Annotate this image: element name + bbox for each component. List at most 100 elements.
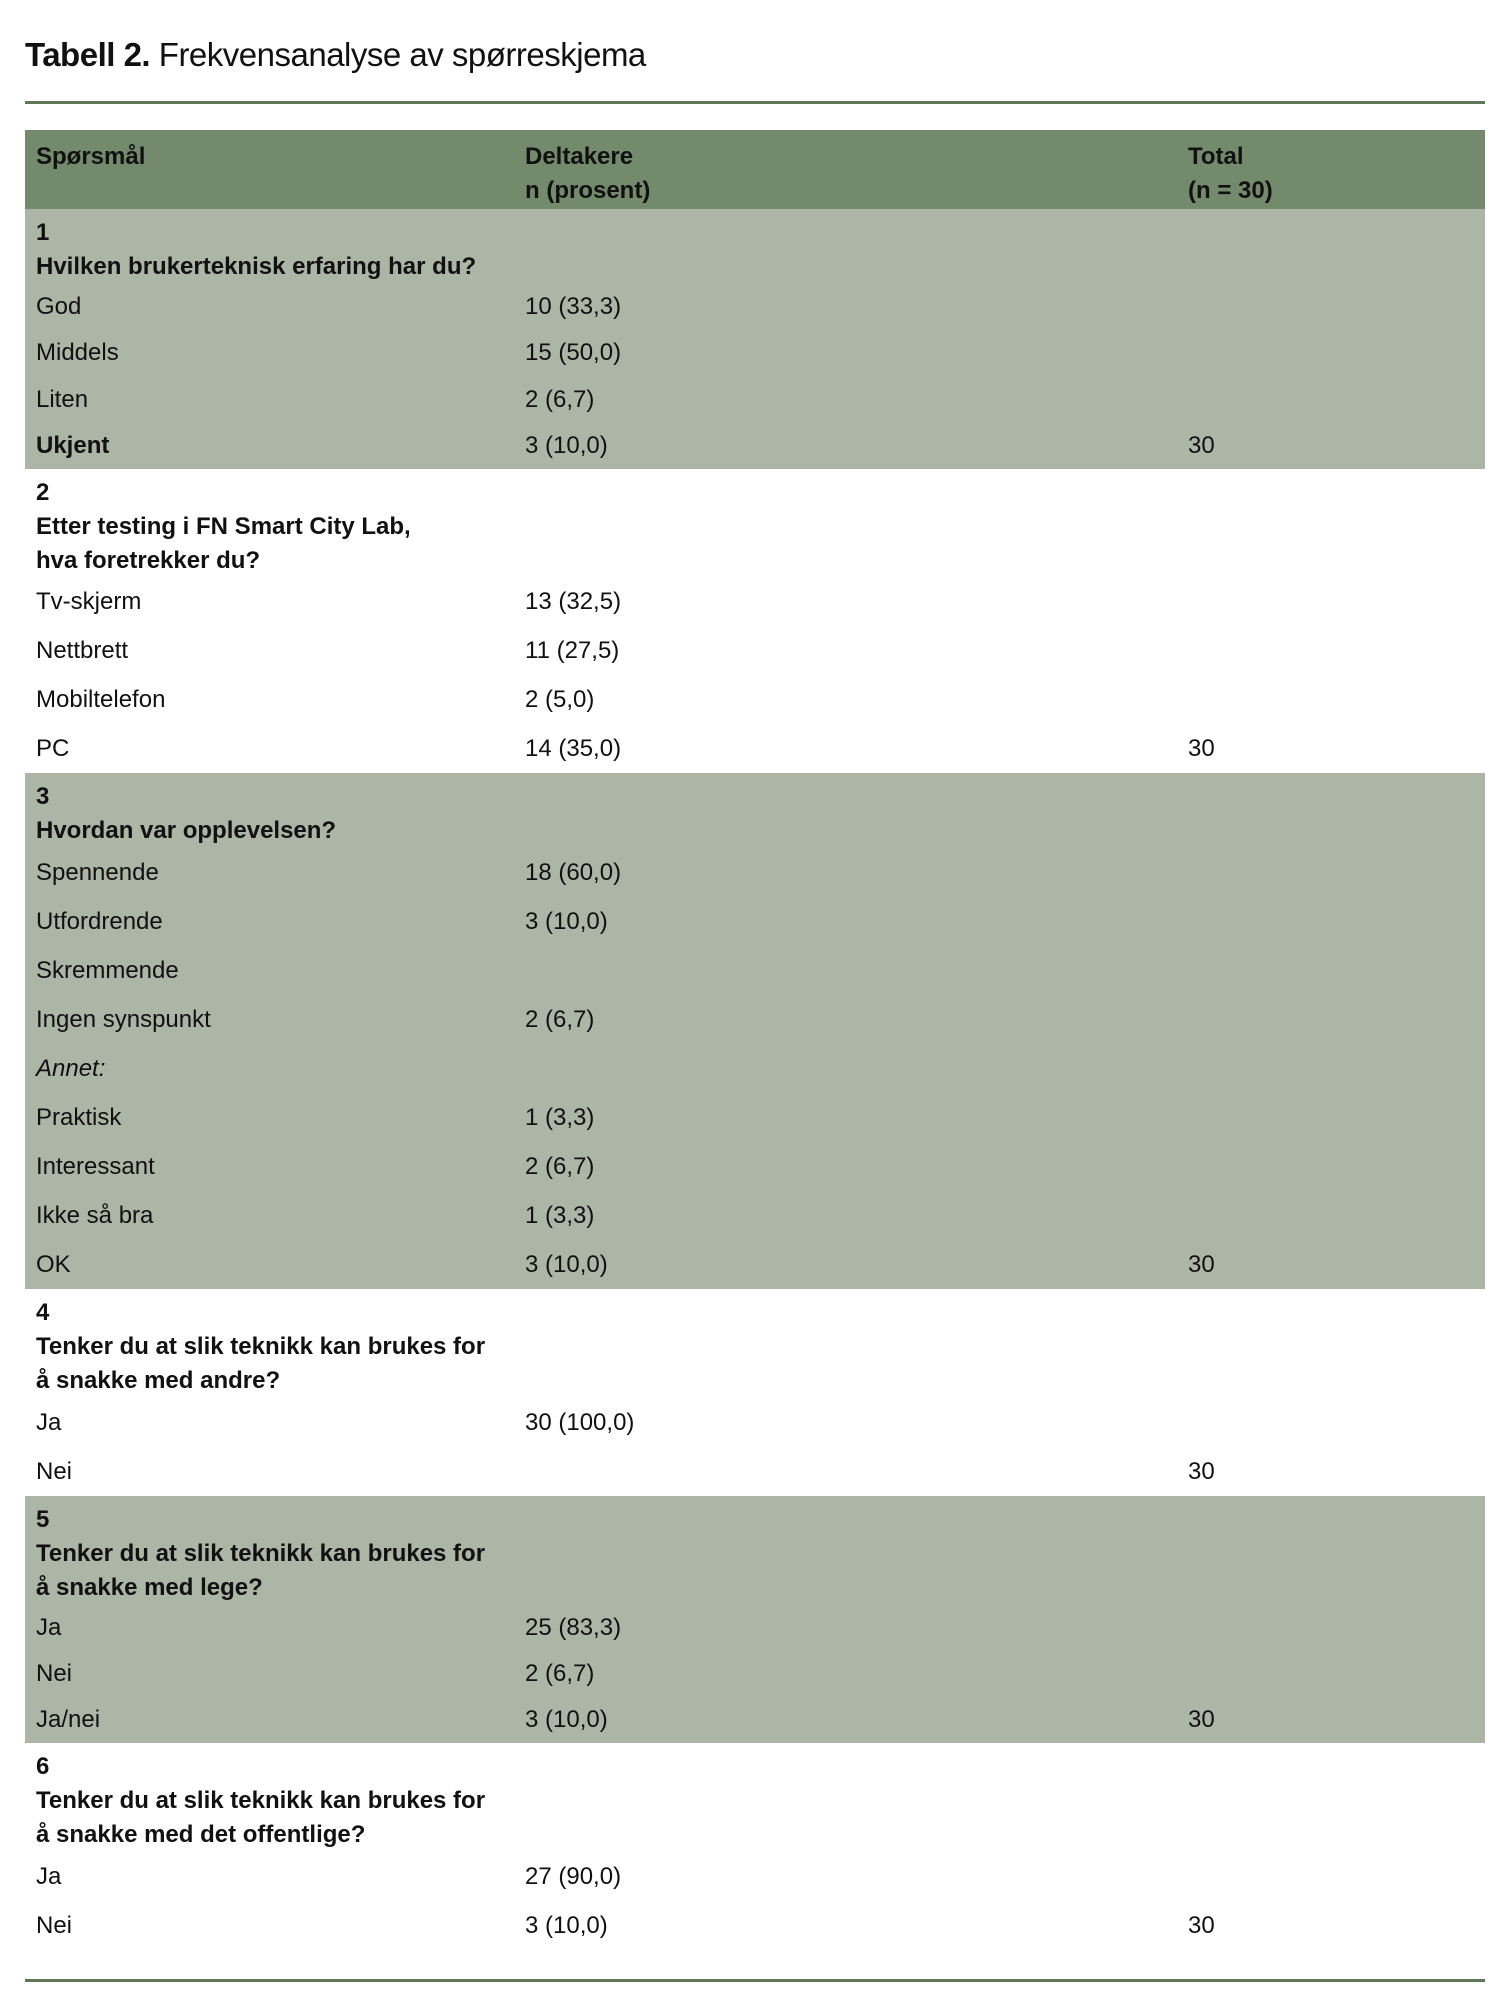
question-section-1: 1 Hvilken brukerteknisk erfaring har du? …: [25, 209, 1485, 469]
table-title: Tabell 2. Frekvensanalyse av spørreskjem…: [25, 36, 646, 74]
table-row: Annet:: [25, 1044, 1485, 1093]
question-text: å snakke med lege?: [36, 1574, 263, 1601]
question-number: 4: [36, 1299, 50, 1326]
answer-label: Middels: [36, 339, 119, 367]
answer-count: 3 (10,0): [525, 1250, 608, 1278]
answer-count: 2 (5,0): [525, 685, 595, 713]
answer-label: Ja: [36, 1614, 62, 1641]
question-text: Etter testing i FN Smart City Lab,: [36, 513, 411, 540]
answer-label: Ja: [36, 1408, 62, 1436]
answer-count: 2 (6,7): [525, 1152, 595, 1180]
table-row: Nei 3 (10,0) 30: [25, 1902, 1485, 1952]
answer-label: Ingen synspunkt: [36, 1005, 211, 1033]
answer-count: 13 (32,5): [525, 588, 622, 616]
answer-label: Spennende: [36, 858, 159, 886]
header-label: Spørsmål: [36, 143, 146, 170]
table-row: Ja 30 (100,0): [25, 1398, 1485, 1447]
header-sublabel: (n = 30): [1188, 177, 1273, 204]
table-row: Liten 2 (6,7): [25, 377, 1485, 423]
answer-count: 3 (10,0): [525, 431, 608, 459]
question-number: 2: [36, 479, 50, 506]
answer-total: 30: [1188, 734, 1215, 762]
table-row: Praktisk 1 (3,3): [25, 1093, 1485, 1142]
table-row: Ja/nei 3 (10,0) 30: [25, 1697, 1485, 1743]
answer-count: 11 (27,5): [525, 637, 620, 665]
question-text: Tenker du at slik teknikk kan brukes for: [36, 1787, 486, 1814]
answer-label: Nei: [36, 1660, 73, 1687]
answer-count: 1 (3,3): [525, 1201, 595, 1229]
bottom-rule: [25, 1979, 1485, 1982]
question-text: å snakke med andre?: [36, 1367, 281, 1394]
table-row: Ingen synspunkt 2 (6,7): [25, 995, 1485, 1044]
answer-count: 3 (10,0): [525, 1912, 608, 1940]
question-section-6: 6 Tenker du at slik teknikk kan brukes fo…: [25, 1743, 1485, 1951]
question-section-3: 3 Hvordan var opplevelsen? Spennende 18 (…: [25, 773, 1485, 1289]
question-number: 5: [36, 1506, 50, 1533]
table-row: Spennende 18 (60,0): [25, 848, 1485, 897]
answer-count: 2 (6,7): [525, 1005, 595, 1033]
answer-label: Ja/nei: [36, 1706, 101, 1733]
question-number: 6: [36, 1753, 50, 1780]
answer-label: Annet:: [36, 1054, 106, 1082]
header-total: Total (n = 30): [1188, 140, 1273, 208]
table-row: Tv-skjerm 13 (32,5): [25, 578, 1485, 627]
table-caption: Frekvensanalyse av spørreskjema: [158, 36, 647, 73]
answer-label: Nei: [36, 1457, 73, 1485]
answer-count: 14 (35,0): [525, 734, 622, 762]
answer-count: 18 (60,0): [525, 858, 622, 886]
table-row: OK 3 (10,0) 30: [25, 1240, 1485, 1289]
question-number: 1: [36, 219, 50, 246]
answer-label: OK: [36, 1250, 71, 1278]
answer-count: 3 (10,0): [525, 907, 608, 935]
table-header: Spørsmål Deltakere n (prosent) Total (n = …: [25, 130, 1485, 209]
table-label: Tabell 2.: [25, 36, 151, 73]
question-text: å snakke med det offentlige?: [36, 1821, 366, 1848]
question-text: Hvilken brukerteknisk erfaring har du?: [36, 253, 477, 280]
answer-label: Praktisk: [36, 1103, 122, 1131]
answer-label: God: [36, 293, 82, 321]
table-row: Ja 27 (90,0): [25, 1852, 1485, 1902]
question-section-2: 2 Etter testing i FN Smart City Lab, hva f…: [25, 469, 1485, 773]
answer-total: 30: [1188, 1706, 1215, 1733]
question-number: 3: [36, 783, 50, 810]
answer-count: 2 (6,7): [525, 385, 595, 413]
answer-count: 2 (6,7): [525, 1660, 595, 1687]
answer-label: Tv-skjerm: [36, 588, 142, 616]
table-row: Nettbrett 11 (27,5): [25, 627, 1485, 676]
question-section-5: 5 Tenker du at slik teknikk kan brukes fo…: [25, 1496, 1485, 1743]
answer-count: 25 (83,3): [525, 1614, 622, 1641]
question-section-4: 4 Tenker du at slik teknikk kan brukes fo…: [25, 1289, 1485, 1496]
table-row: Skremmende: [25, 946, 1485, 995]
answer-label: Liten: [36, 385, 89, 413]
answer-label: Utfordrende: [36, 907, 163, 935]
question-text: Hvordan var opplevelsen?: [36, 817, 337, 844]
answer-label: Skremmende: [36, 956, 179, 984]
answer-label: Mobiltelefon: [36, 685, 166, 713]
table-row: God 10 (33,3): [25, 284, 1485, 330]
answer-total: 30: [1188, 431, 1215, 459]
header-label: Deltakere: [525, 143, 634, 170]
table-row: Mobiltelefon 2 (5,0): [25, 676, 1485, 725]
answer-label: Nettbrett: [36, 637, 129, 665]
table-row: Utfordrende 3 (10,0): [25, 897, 1485, 946]
answer-count: 27 (90,0): [525, 1862, 622, 1890]
answer-count: 3 (10,0): [525, 1706, 608, 1733]
answer-total: 30: [1188, 1250, 1215, 1278]
table-row: Ja 25 (83,3): [25, 1605, 1485, 1651]
answer-count: 30 (100,0): [525, 1408, 635, 1436]
header-question: Spørsmål: [36, 140, 145, 174]
table-row: Ikke så bra 1 (3,3): [25, 1191, 1485, 1240]
answer-label: Ikke så bra: [36, 1201, 154, 1229]
table-row: Interessant 2 (6,7): [25, 1142, 1485, 1191]
answer-label: Nei: [36, 1912, 73, 1940]
table-row: Ukjent 3 (10,0) 30: [25, 423, 1485, 469]
answer-total: 30: [1188, 1457, 1215, 1485]
answer-count: 15 (50,0): [525, 339, 622, 367]
table-row: PC 14 (35,0) 30: [25, 724, 1485, 773]
answer-count: 10 (33,3): [525, 293, 622, 321]
answer-label: Interessant: [36, 1152, 155, 1180]
header-label: Total: [1188, 143, 1244, 170]
question-text: Tenker du at slik teknikk kan brukes for: [36, 1540, 486, 1567]
header-sublabel: n (prosent): [525, 177, 651, 204]
question-text: Tenker du at slik teknikk kan brukes for: [36, 1333, 486, 1360]
